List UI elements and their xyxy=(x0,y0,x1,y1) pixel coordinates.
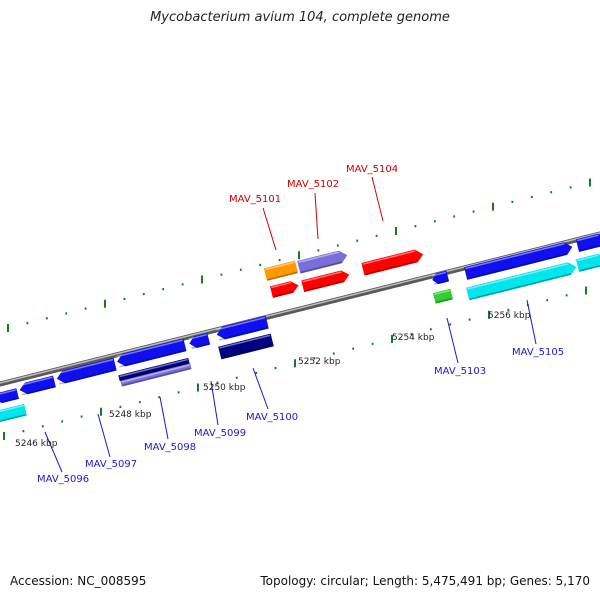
gene-orf-e xyxy=(575,253,600,272)
gene-label: MAV_5101 xyxy=(229,194,281,205)
gene-mav-5098-b xyxy=(120,363,192,387)
accession-text: Accession: NC_008595 xyxy=(10,574,147,588)
gene-features xyxy=(0,233,600,424)
gene-orf-h xyxy=(116,338,187,368)
label-leader-line xyxy=(371,176,384,222)
label-leader-line xyxy=(262,207,277,251)
map-title: Mycobacterium avium 104, complete genome xyxy=(150,10,450,25)
gene-mav-5097 xyxy=(56,357,117,385)
label-leader-line xyxy=(44,431,63,473)
gene-label: MAV_5103 xyxy=(434,366,486,377)
gene-label: MAV_5100 xyxy=(246,412,298,423)
gene-orf-d xyxy=(575,233,600,252)
gene-mav-5104 xyxy=(361,249,424,276)
gene-mav-5098-a xyxy=(118,357,190,382)
label-leader-line xyxy=(252,367,269,410)
gene-orf-f xyxy=(432,270,450,285)
gene-label: MAV_5104 xyxy=(346,164,398,175)
gene-label: MAV_5102 xyxy=(287,179,339,190)
scale-label: 5250 kbp xyxy=(203,383,246,393)
gene-mav-5102 xyxy=(297,250,348,274)
gene-mav-5096 xyxy=(0,403,27,424)
scale-label: 5252 kbp xyxy=(298,357,341,367)
gene-mav-5103 xyxy=(432,288,454,304)
gene-mav-5099 xyxy=(188,333,211,350)
label-leader-line xyxy=(97,413,111,458)
label-leader-line xyxy=(526,299,537,345)
label-leader-line xyxy=(159,396,169,440)
scale-label: 5246 kbp xyxy=(15,439,58,449)
gene-label: MAV_5099 xyxy=(194,428,246,439)
gene-label: MAV_5096 xyxy=(37,474,89,485)
label-leader-line xyxy=(314,192,319,240)
gene-label: MAV_5098 xyxy=(144,442,196,453)
gene-orf-c xyxy=(464,242,573,280)
gene-orf-i xyxy=(19,375,56,396)
label-leader-line xyxy=(446,317,459,364)
scale-label: 5254 kbp xyxy=(392,333,435,343)
gene-orf-b xyxy=(301,270,350,293)
gene-orf-g xyxy=(216,315,269,341)
gene-labels: MAV_5096 MAV_5097 MAV_5098 MAV_5099MAV_5100… xyxy=(37,164,564,485)
gene-mav-5101 xyxy=(263,260,299,281)
label-leaders xyxy=(44,176,537,473)
genome-summary-text: Topology: circular; Length: 5,475,491 bp… xyxy=(260,574,590,588)
gene-mav-5100 xyxy=(218,333,274,360)
label-leader-line xyxy=(210,380,219,426)
gene-mav-5105 xyxy=(466,262,577,301)
scale-label: 5256 kbp xyxy=(488,311,531,321)
genome-map: 5246 kbp 5248 kbp 5250 kbp 5252 kbp 5254 kbp… xyxy=(0,164,600,485)
gene-label: MAV_5097 xyxy=(85,459,137,470)
scale-label: 5248 kbp xyxy=(109,410,152,420)
gene-orf-j xyxy=(0,388,19,405)
gene-orf-a xyxy=(269,281,299,298)
gene-label: MAV_5105 xyxy=(512,347,564,358)
scale-labels: 5246 kbp 5248 kbp 5250 kbp 5252 kbp 5254 kbp… xyxy=(15,311,531,449)
